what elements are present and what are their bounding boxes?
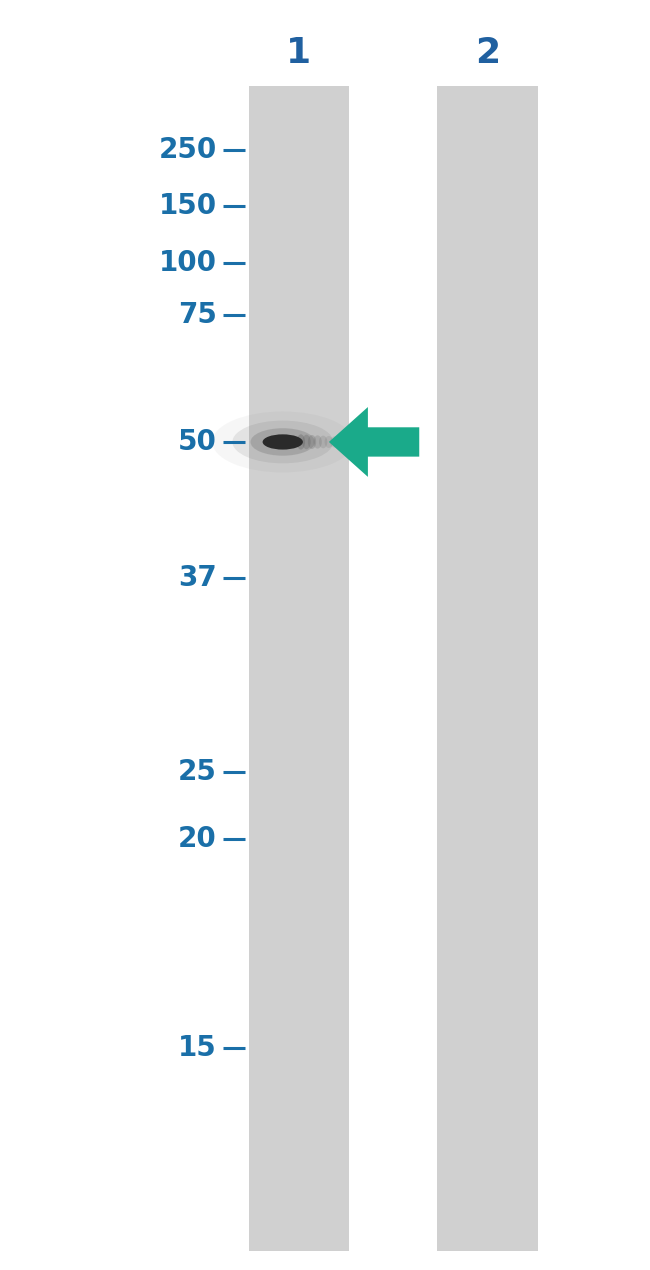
Text: 50: 50: [177, 428, 216, 456]
Ellipse shape: [233, 420, 333, 464]
Bar: [437, 86, 538, 1251]
Text: 20: 20: [178, 826, 216, 853]
Text: 100: 100: [159, 249, 216, 277]
Text: 1: 1: [287, 37, 311, 70]
Ellipse shape: [341, 437, 350, 447]
Bar: [248, 86, 350, 1251]
Ellipse shape: [335, 437, 344, 447]
Ellipse shape: [302, 434, 311, 450]
Ellipse shape: [250, 428, 315, 456]
Text: 250: 250: [159, 136, 216, 164]
Ellipse shape: [324, 436, 333, 448]
Text: 150: 150: [159, 192, 216, 220]
Text: 37: 37: [178, 564, 216, 592]
Ellipse shape: [330, 437, 339, 447]
FancyArrow shape: [329, 406, 419, 478]
Ellipse shape: [313, 436, 322, 448]
Ellipse shape: [212, 411, 354, 472]
Ellipse shape: [296, 434, 305, 450]
Text: 75: 75: [177, 301, 216, 329]
Text: 15: 15: [178, 1034, 216, 1062]
Ellipse shape: [308, 436, 316, 448]
Text: 2: 2: [475, 37, 500, 70]
Ellipse shape: [263, 434, 303, 450]
Ellipse shape: [319, 436, 328, 448]
Text: 25: 25: [177, 758, 216, 786]
